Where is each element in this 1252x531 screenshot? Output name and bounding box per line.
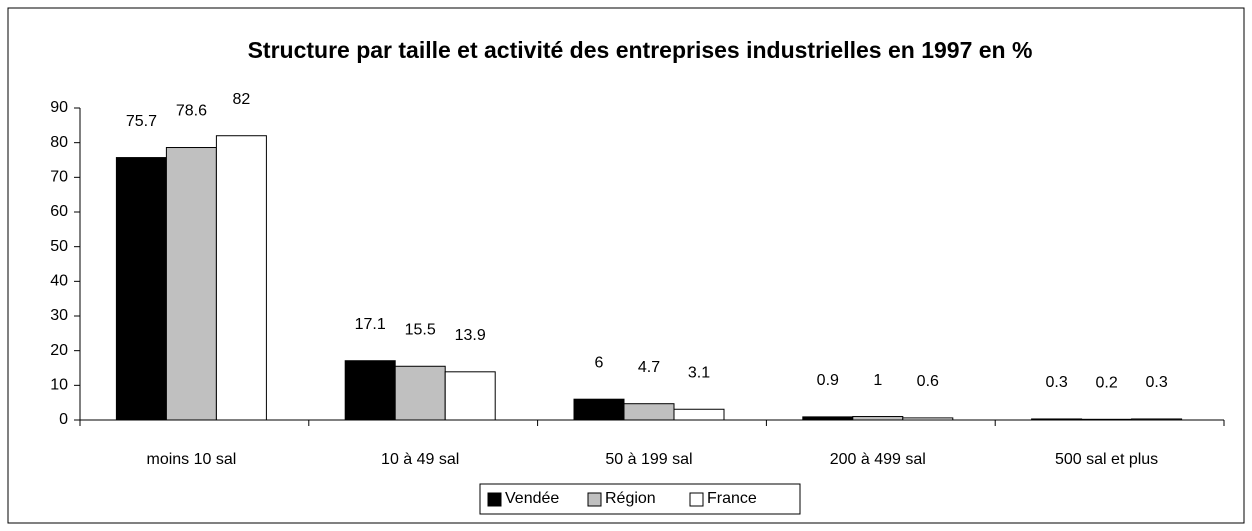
y-tick-label: 30 bbox=[50, 307, 68, 324]
y-tick-label: 70 bbox=[50, 169, 68, 186]
value-label: 0.3 bbox=[1045, 374, 1067, 391]
value-label: 1 bbox=[873, 372, 882, 389]
y-tick-label: 50 bbox=[50, 238, 68, 255]
value-label: 13.9 bbox=[455, 327, 486, 344]
value-label: 6 bbox=[595, 354, 604, 371]
bar bbox=[1031, 418, 1083, 421]
bar bbox=[1081, 418, 1133, 421]
y-tick-label: 20 bbox=[50, 342, 68, 359]
bar bbox=[673, 408, 725, 421]
x-tick-label: 50 à 199 sal bbox=[605, 451, 692, 468]
bar bbox=[802, 416, 854, 421]
legend-box bbox=[479, 483, 801, 515]
legend-label: Vendée bbox=[505, 490, 559, 507]
x-tick-label: 500 sal et plus bbox=[1055, 451, 1158, 468]
legend-swatch bbox=[689, 492, 704, 507]
x-tick-label: moins 10 sal bbox=[146, 451, 236, 468]
bar bbox=[394, 365, 446, 421]
bar bbox=[902, 417, 954, 421]
value-label: 4.7 bbox=[638, 359, 660, 376]
value-label: 17.1 bbox=[355, 316, 386, 333]
bar bbox=[344, 360, 396, 421]
y-tick-label: 80 bbox=[50, 134, 68, 151]
bar bbox=[115, 157, 167, 421]
value-label: 3.1 bbox=[688, 364, 710, 381]
value-label: 82 bbox=[233, 91, 251, 108]
value-label: 15.5 bbox=[405, 321, 436, 338]
y-tick-label: 40 bbox=[50, 273, 68, 290]
y-tick-label: 10 bbox=[50, 377, 68, 394]
legend-swatch bbox=[487, 492, 502, 507]
y-tick-label: 90 bbox=[50, 99, 68, 116]
value-label: 0.3 bbox=[1145, 374, 1167, 391]
bar bbox=[215, 135, 267, 421]
value-label: 75.7 bbox=[126, 113, 157, 130]
value-label: 78.6 bbox=[176, 103, 207, 120]
legend-label: Région bbox=[605, 490, 656, 507]
y-tick-label: 0 bbox=[59, 411, 68, 428]
value-label: 0.2 bbox=[1095, 375, 1117, 392]
legend-label: France bbox=[707, 490, 757, 507]
bar bbox=[573, 398, 625, 421]
value-label: 0.9 bbox=[817, 372, 839, 389]
bar bbox=[623, 403, 675, 421]
bar bbox=[165, 147, 217, 421]
legend-swatch bbox=[587, 492, 602, 507]
value-label: 0.6 bbox=[917, 373, 939, 390]
x-tick-label: 10 à 49 sal bbox=[381, 451, 459, 468]
bar bbox=[1131, 418, 1183, 421]
x-tick-label: 200 à 499 sal bbox=[830, 451, 926, 468]
y-tick-label: 60 bbox=[50, 203, 68, 220]
chart-title: Structure par taille et activité des ent… bbox=[248, 37, 1033, 63]
bar bbox=[852, 416, 904, 421]
bar bbox=[444, 371, 496, 421]
